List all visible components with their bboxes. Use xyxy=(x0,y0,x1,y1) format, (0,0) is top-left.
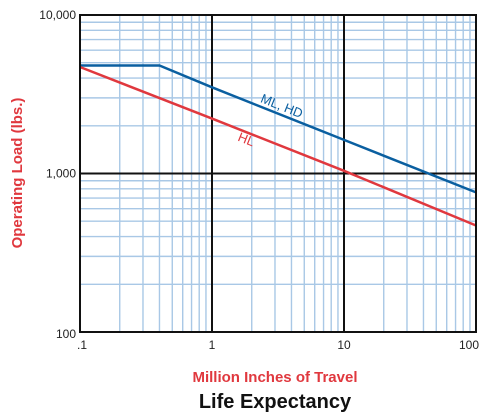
x-tick-labels: .1 1 10 100 xyxy=(77,338,479,352)
x-tick-label: 1 xyxy=(209,338,216,352)
series-label-hl: HL xyxy=(236,129,257,149)
y-tick-label: 10,000 xyxy=(39,8,76,22)
series-line-hl xyxy=(79,65,477,227)
plot-frame xyxy=(79,14,477,333)
y-tick-label: 1,000 xyxy=(46,167,76,181)
chart-title: Life Expectancy xyxy=(199,391,352,413)
y-tick-label: 100 xyxy=(56,327,76,341)
y-axis-title: Operating Load (lbs.) xyxy=(9,98,26,249)
x-axis-title: Million Inches of Travel xyxy=(192,369,357,386)
x-tick-label: .1 xyxy=(77,338,87,352)
y-tick-labels: 100 1,000 10,000 xyxy=(39,8,76,341)
x-tick-label: 100 xyxy=(459,338,479,352)
series-line-ml-hd xyxy=(80,64,477,194)
x-tick-label: 10 xyxy=(337,338,351,352)
